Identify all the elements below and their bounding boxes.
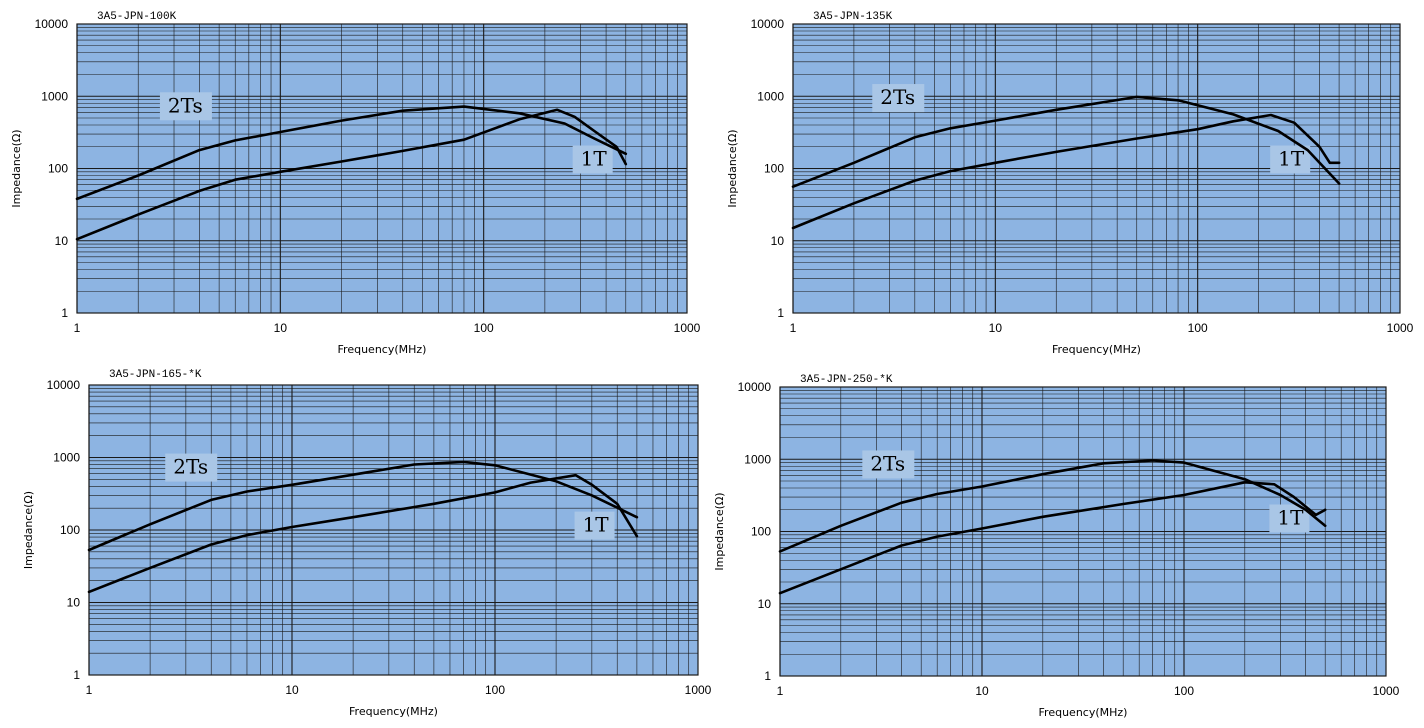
impedance-chart-3: 3A5-JPN-165-*K 1 10 100 1000 1 10 100 1000 10000 F… (0, 362, 712, 728)
impedance-chart-1: 3A5-JPN-100K 1 10 100 1000 1 10 100 1000 10000 Fre… (0, 0, 712, 365)
series-line-1t (87, 473, 639, 594)
chart-title: 3A5-JPN-100K (97, 11, 177, 23)
x-tick-label: 100 (1174, 684, 1194, 698)
y-tick-label: 10000 (738, 380, 772, 394)
y-tick-label: 10 (55, 234, 69, 248)
x-tick-label: 1000 (1373, 684, 1400, 698)
x-tick-label: 1 (790, 321, 797, 335)
y-tick-label: 10000 (751, 17, 785, 31)
y-tick-label: 1 (73, 668, 80, 682)
y-tick-label: 1000 (744, 452, 771, 466)
chart-svg: 3A5-JPN-165-*K 1 10 100 1000 1 10 100 1000 10000 F… (22, 369, 712, 718)
y-tick-label: 100 (48, 162, 68, 176)
chart-title: 3A5-JPN-250-*K (800, 374, 893, 386)
y-tick-label: 100 (764, 162, 784, 176)
plot-border (88, 384, 699, 676)
x-tick-label: 1000 (685, 683, 712, 697)
y-tick-label: 10 (771, 234, 785, 248)
series-line-2ts (778, 459, 1327, 553)
plot-border (76, 23, 688, 314)
x-tick-label: 100 (474, 321, 494, 335)
y-tick-label: 10 (758, 597, 772, 611)
series-line-1t (791, 113, 1341, 230)
x-axis-label: Frequency(MHz) (338, 343, 427, 356)
y-tick-label: 1000 (53, 451, 80, 465)
y-tick-label: 1 (764, 669, 771, 683)
x-tick-label: 100 (485, 683, 505, 697)
annotation-2ts-label: 2Ts (880, 85, 915, 109)
y-axis-label: Impedance(Ω) (713, 492, 726, 570)
grid (88, 385, 698, 676)
series-line-1t (778, 481, 1327, 595)
x-tick-label: 1 (777, 684, 784, 698)
y-tick-label: 10000 (35, 17, 69, 31)
x-tick-label: 10 (989, 321, 1003, 335)
annotation-box (159, 92, 212, 121)
chart-title: 3A5-JPN-135K (813, 11, 893, 23)
x-tick-label: 1000 (674, 321, 701, 335)
y-tick-label: 1000 (41, 89, 68, 103)
annotation-box (872, 84, 925, 113)
y-tick-label: 1000 (757, 89, 784, 103)
series-line-2ts (87, 460, 639, 552)
y-axis-label: Impedance(Ω) (10, 129, 23, 207)
y-axis-label: Impedance(Ω) (726, 129, 739, 207)
y-tick-label: 100 (60, 523, 80, 537)
chart-svg: 3A5-JPN-100K 1 10 100 1000 1 10 100 1000 10000 Fre… (10, 11, 701, 356)
series-line-2ts (75, 105, 628, 201)
y-axis-label: Impedance(Ω) (22, 491, 35, 569)
x-tick-label: 10 (274, 321, 288, 335)
y-tick-label: 100 (751, 525, 771, 539)
x-tick-label: 1 (86, 683, 93, 697)
impedance-chart-2: 3A5-JPN-135K 1 10 100 1000 1 10 100 1000 10000 Fre… (712, 0, 1424, 365)
chart-svg: 3A5-JPN-135K 1 10 100 1000 1 10 100 1000 10000 Fre… (726, 11, 1414, 356)
annotation-box (165, 453, 218, 482)
annotation-box (862, 450, 915, 479)
x-axis-label: Frequency(MHz) (349, 705, 438, 718)
annotation-1t-label: 1T (581, 147, 608, 171)
series-line-1t (75, 108, 628, 241)
chart-title: 3A5-JPN-165-*K (109, 369, 202, 381)
x-axis-label: Frequency(MHz) (1039, 706, 1128, 719)
annotation-1t-label: 1T (583, 513, 610, 537)
annotation-2ts-label: 2Ts (173, 455, 208, 479)
x-tick-label: 10 (975, 684, 989, 698)
annotation-box (572, 145, 613, 174)
impedance-chart-4: 3A5-JPN-250-*K 1 10 100 1000 1 10 100 1000 10000 F… (712, 362, 1424, 728)
x-tick-label: 100 (1188, 321, 1208, 335)
series-line-2ts (791, 95, 1341, 188)
y-tick-label: 1 (777, 306, 784, 320)
y-tick-label: 10 (67, 596, 81, 610)
x-tick-label: 1 (74, 321, 81, 335)
plot-border (792, 23, 1401, 314)
annotation-box (574, 511, 615, 540)
y-tick-label: 1 (61, 306, 68, 320)
annotation-2ts-label: 2Ts (168, 93, 203, 117)
annotation-2ts-label: 2Ts (870, 451, 905, 475)
annotation-box (1270, 145, 1311, 174)
x-tick-label: 10 (285, 683, 299, 697)
chart-svg: 3A5-JPN-250-*K 1 10 100 1000 1 10 100 1000 10000 F… (713, 374, 1400, 719)
y-tick-label: 10000 (47, 378, 81, 392)
annotation-1t-label: 1T (1277, 505, 1304, 529)
x-axis-label: Frequency(MHz) (1052, 343, 1141, 356)
x-tick-label: 1000 (1387, 321, 1414, 335)
annotation-1t-label: 1T (1278, 147, 1305, 171)
plot-border (779, 386, 1387, 677)
